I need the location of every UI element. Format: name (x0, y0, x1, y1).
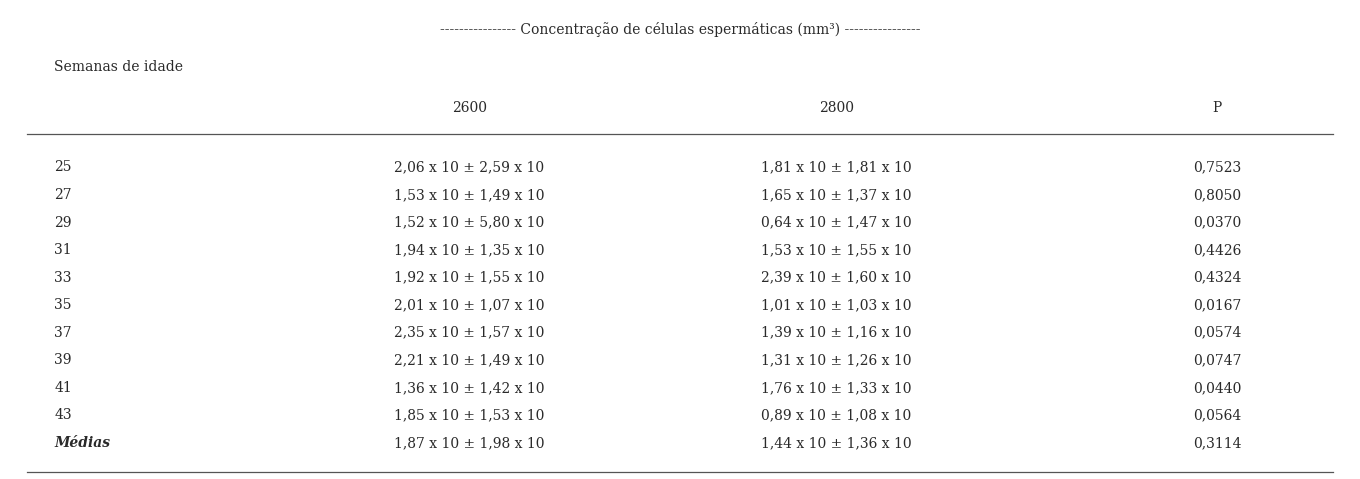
Text: 0,7523: 0,7523 (1193, 160, 1242, 174)
Text: 1,52 x 10 ± 5,80 x 10: 1,52 x 10 ± 5,80 x 10 (394, 216, 544, 229)
Text: 0,0747: 0,0747 (1193, 354, 1242, 367)
Text: 1,65 x 10 ± 1,37 x 10: 1,65 x 10 ± 1,37 x 10 (762, 188, 911, 202)
Text: 0,0167: 0,0167 (1193, 298, 1242, 312)
Text: 2,21 x 10 ± 1,49 x 10: 2,21 x 10 ± 1,49 x 10 (394, 354, 544, 367)
Text: Médias: Médias (54, 436, 110, 450)
Text: 1,94 x 10 ± 1,35 x 10: 1,94 x 10 ± 1,35 x 10 (394, 243, 544, 257)
Text: 0,0574: 0,0574 (1193, 326, 1242, 340)
Text: 1,01 x 10 ± 1,03 x 10: 1,01 x 10 ± 1,03 x 10 (762, 298, 911, 312)
Text: 0,0370: 0,0370 (1193, 216, 1242, 229)
Text: 1,53 x 10 ± 1,49 x 10: 1,53 x 10 ± 1,49 x 10 (394, 188, 544, 202)
Text: 1,92 x 10 ± 1,55 x 10: 1,92 x 10 ± 1,55 x 10 (394, 271, 544, 285)
Text: 0,64 x 10 ± 1,47 x 10: 0,64 x 10 ± 1,47 x 10 (762, 216, 911, 229)
Text: 2,06 x 10 ± 2,59 x 10: 2,06 x 10 ± 2,59 x 10 (394, 160, 544, 174)
Text: 1,36 x 10 ± 1,42 x 10: 1,36 x 10 ± 1,42 x 10 (394, 381, 544, 395)
Text: 2,39 x 10 ± 1,60 x 10: 2,39 x 10 ± 1,60 x 10 (762, 271, 911, 285)
Text: P: P (1213, 101, 1221, 114)
Text: 1,76 x 10 ± 1,33 x 10: 1,76 x 10 ± 1,33 x 10 (762, 381, 911, 395)
Text: 2600: 2600 (452, 101, 487, 114)
Text: 1,85 x 10 ± 1,53 x 10: 1,85 x 10 ± 1,53 x 10 (394, 408, 544, 422)
Text: 0,8050: 0,8050 (1193, 188, 1242, 202)
Text: 31: 31 (54, 243, 72, 257)
Text: 0,89 x 10 ± 1,08 x 10: 0,89 x 10 ± 1,08 x 10 (762, 408, 911, 422)
Text: 1,31 x 10 ± 1,26 x 10: 1,31 x 10 ± 1,26 x 10 (762, 354, 911, 367)
Text: 37: 37 (54, 326, 72, 340)
Text: ---------------- Concentração de células espermáticas (mm³) ----------------: ---------------- Concentração de células… (439, 22, 921, 36)
Text: 1,53 x 10 ± 1,55 x 10: 1,53 x 10 ± 1,55 x 10 (762, 243, 911, 257)
Text: 2,35 x 10 ± 1,57 x 10: 2,35 x 10 ± 1,57 x 10 (394, 326, 544, 340)
Text: 33: 33 (54, 271, 72, 285)
Text: 27: 27 (54, 188, 72, 202)
Text: 1,81 x 10 ± 1,81 x 10: 1,81 x 10 ± 1,81 x 10 (762, 160, 911, 174)
Text: 2,01 x 10 ± 1,07 x 10: 2,01 x 10 ± 1,07 x 10 (394, 298, 544, 312)
Text: 1,39 x 10 ± 1,16 x 10: 1,39 x 10 ± 1,16 x 10 (762, 326, 911, 340)
Text: 0,0440: 0,0440 (1193, 381, 1242, 395)
Text: 0,4426: 0,4426 (1193, 243, 1242, 257)
Text: 25: 25 (54, 160, 72, 174)
Text: 39: 39 (54, 354, 72, 367)
Text: Semanas de idade: Semanas de idade (54, 60, 184, 74)
Text: 0,4324: 0,4324 (1193, 271, 1242, 285)
Text: 0,0564: 0,0564 (1193, 408, 1242, 422)
Text: 35: 35 (54, 298, 72, 312)
Text: 41: 41 (54, 381, 72, 395)
Text: 43: 43 (54, 408, 72, 422)
Text: 0,3114: 0,3114 (1193, 436, 1242, 450)
Text: 29: 29 (54, 216, 72, 229)
Text: 1,44 x 10 ± 1,36 x 10: 1,44 x 10 ± 1,36 x 10 (762, 436, 911, 450)
Text: 1,87 x 10 ± 1,98 x 10: 1,87 x 10 ± 1,98 x 10 (394, 436, 544, 450)
Text: 2800: 2800 (819, 101, 854, 114)
